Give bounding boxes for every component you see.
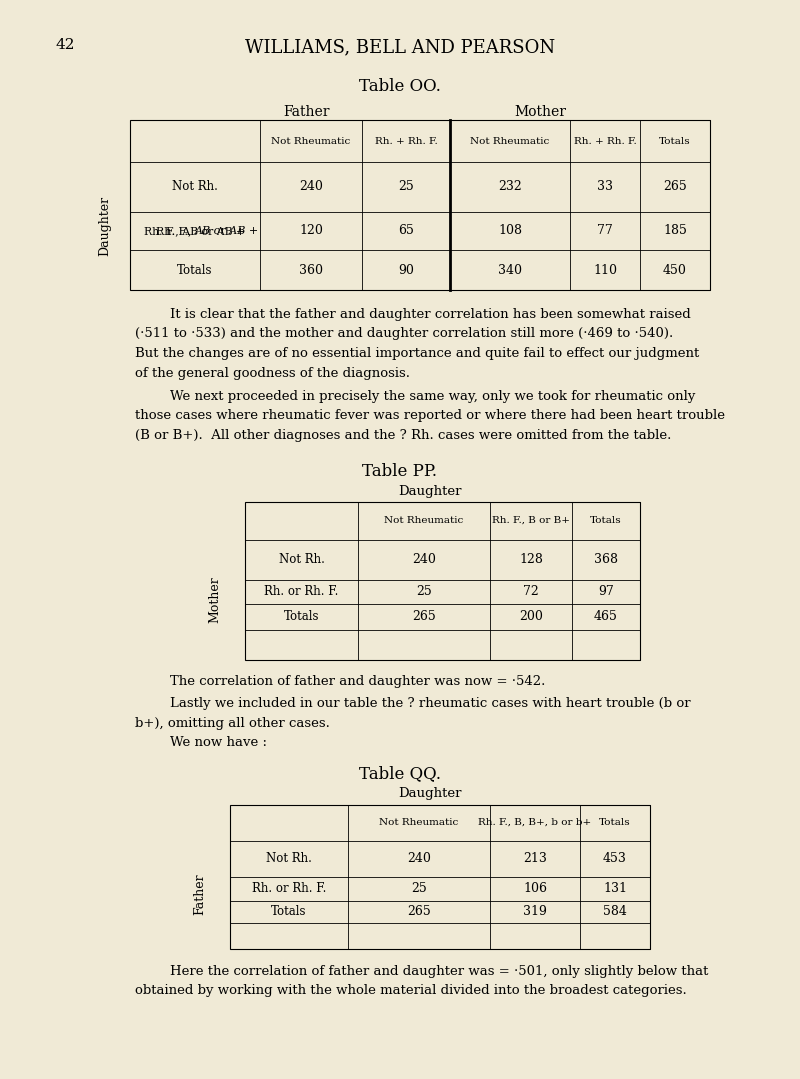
- Text: Daughter: Daughter: [98, 196, 111, 256]
- Text: Table OO.: Table OO.: [359, 78, 441, 95]
- Text: We next proceeded in precisely the same way, only we took for rheumatic only: We next proceeded in precisely the same …: [170, 390, 695, 402]
- Text: Mother: Mother: [514, 105, 566, 119]
- Text: Totals: Totals: [599, 818, 631, 827]
- Bar: [130, 120, 710, 290]
- Text: 213: 213: [523, 852, 547, 865]
- Text: 450: 450: [663, 263, 687, 276]
- Text: Rh. + Rh. F.: Rh. + Rh. F.: [574, 137, 636, 146]
- Text: 131: 131: [603, 882, 627, 894]
- Bar: [230, 805, 650, 948]
- Text: Totals: Totals: [178, 263, 213, 276]
- Text: those cases where rheumatic fever was reported or where there had been heart tro: those cases where rheumatic fever was re…: [135, 410, 725, 423]
- Text: 77: 77: [597, 224, 613, 237]
- Text: We now have :: We now have :: [170, 736, 267, 749]
- Text: 120: 120: [299, 224, 323, 237]
- Bar: [245, 502, 640, 659]
- Text: 465: 465: [594, 610, 618, 623]
- Text: (B or B+).  All other diagnoses and the ? Rh. cases were omitted from the table.: (B or B+). All other diagnoses and the ?…: [135, 429, 671, 442]
- Text: Not Rheumatic: Not Rheumatic: [271, 137, 350, 146]
- Text: Not Rheumatic: Not Rheumatic: [379, 818, 458, 827]
- Text: 42: 42: [55, 38, 74, 52]
- Text: Not Rh.: Not Rh.: [172, 180, 218, 193]
- Text: 72: 72: [523, 585, 539, 598]
- Text: 97: 97: [598, 585, 614, 598]
- Text: 25: 25: [411, 882, 427, 894]
- Text: 108: 108: [498, 224, 522, 237]
- Text: It is clear that the father and daughter correlation has been somewhat raised: It is clear that the father and daughter…: [170, 308, 690, 320]
- Text: 265: 265: [412, 610, 436, 623]
- Text: WILLIAMS, BELL AND PEARSON: WILLIAMS, BELL AND PEARSON: [245, 38, 555, 56]
- Text: Rh. F., B or B+: Rh. F., B or B+: [492, 516, 570, 525]
- Text: Rh. F.,: Rh. F.,: [156, 226, 195, 236]
- Text: (·511 to ·533) and the mother and daughter correlation still more (·469 to ·540): (·511 to ·533) and the mother and daught…: [135, 328, 674, 341]
- Text: obtained by working with the whole material divided into the broadest categories: obtained by working with the whole mater…: [135, 984, 686, 997]
- Text: 240: 240: [299, 180, 323, 193]
- Text: 340: 340: [498, 263, 522, 276]
- Text: Mother: Mother: [209, 576, 222, 623]
- Text: Daughter: Daughter: [398, 788, 462, 801]
- Text: Totals: Totals: [590, 516, 622, 525]
- Text: Not Rheumatic: Not Rheumatic: [470, 137, 550, 146]
- Text: 453: 453: [603, 852, 627, 865]
- Text: Totals: Totals: [284, 610, 319, 623]
- Text: Lastly we included in our table the ? rheumatic cases with heart trouble (b or: Lastly we included in our table the ? rh…: [170, 697, 690, 710]
- Text: AB or AB +: AB or AB +: [195, 226, 259, 236]
- Text: Table PP.: Table PP.: [362, 463, 438, 479]
- Text: 200: 200: [519, 610, 543, 623]
- Text: 25: 25: [398, 180, 414, 193]
- Text: Rh. or Rh. F.: Rh. or Rh. F.: [252, 882, 326, 894]
- Text: Father: Father: [194, 874, 206, 915]
- Text: 185: 185: [663, 224, 687, 237]
- Text: 265: 265: [407, 905, 431, 918]
- Text: Totals: Totals: [659, 137, 691, 146]
- Text: 584: 584: [603, 905, 627, 918]
- Text: Totals: Totals: [271, 905, 306, 918]
- Text: Not Rheumatic: Not Rheumatic: [384, 516, 464, 525]
- Text: Rh. F., AB or AB +: Rh. F., AB or AB +: [145, 226, 246, 236]
- Text: 240: 240: [407, 852, 431, 865]
- Text: of the general goodness of the diagnosis.: of the general goodness of the diagnosis…: [135, 367, 410, 380]
- Text: 368: 368: [594, 554, 618, 566]
- Text: 33: 33: [597, 180, 613, 193]
- Text: Rh. F., B, B+, b or b+: Rh. F., B, B+, b or b+: [478, 818, 592, 827]
- Text: b+), omitting all other cases.: b+), omitting all other cases.: [135, 716, 330, 729]
- Text: 90: 90: [398, 263, 414, 276]
- Text: Table QQ.: Table QQ.: [359, 765, 441, 782]
- Text: But the changes are of no essential importance and quite fail to effect our judg: But the changes are of no essential impo…: [135, 347, 699, 360]
- Text: Rh. or Rh. F.: Rh. or Rh. F.: [264, 585, 338, 598]
- Text: 110: 110: [593, 263, 617, 276]
- Text: The correlation of father and daughter was now = ·542.: The correlation of father and daughter w…: [170, 675, 546, 688]
- Text: Rh. + Rh. F.: Rh. + Rh. F.: [374, 137, 438, 146]
- Text: 232: 232: [498, 180, 522, 193]
- Text: 319: 319: [523, 905, 547, 918]
- Text: Father: Father: [284, 105, 330, 119]
- Text: 25: 25: [416, 585, 432, 598]
- Text: 128: 128: [519, 554, 543, 566]
- Text: 360: 360: [299, 263, 323, 276]
- Text: Not Rh.: Not Rh.: [278, 554, 325, 566]
- Text: 106: 106: [523, 882, 547, 894]
- Text: Here the correlation of father and daughter was = ·501, only slightly below that: Here the correlation of father and daugh…: [170, 965, 708, 978]
- Text: Not Rh.: Not Rh.: [266, 852, 312, 865]
- Text: Daughter: Daughter: [398, 484, 462, 497]
- Text: 65: 65: [398, 224, 414, 237]
- Text: 240: 240: [412, 554, 436, 566]
- Text: 265: 265: [663, 180, 687, 193]
